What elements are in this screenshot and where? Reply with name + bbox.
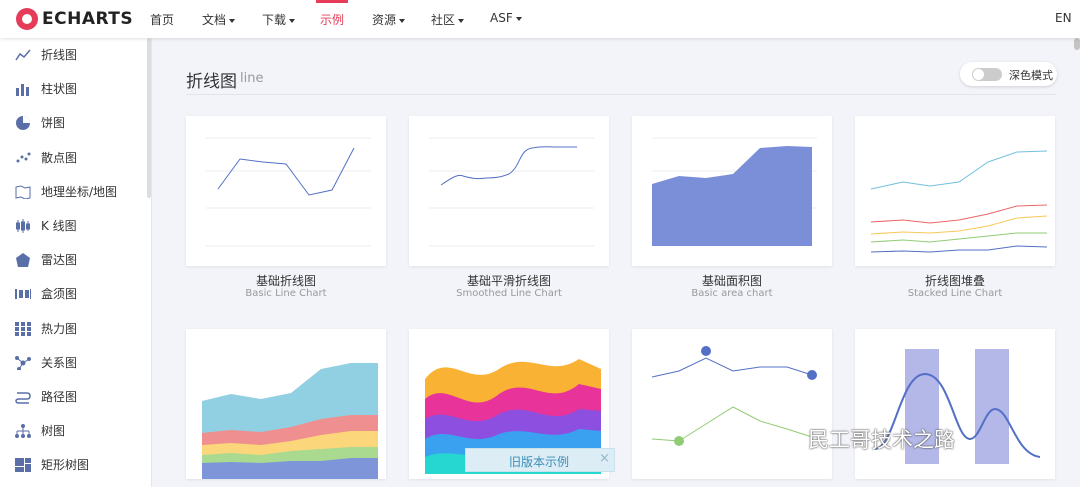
thumbnail <box>874 349 1041 464</box>
top-nav: ECHARTS 首页 文档 下载 示例 资源 社区 ASF EN <box>0 0 1080 38</box>
sidebar-icon[interactable] <box>15 321 31 336</box>
nav-label[interactable]: 资源 <box>372 13 397 27</box>
card-title[interactable]: 基础平滑折线图 <box>466 274 551 288</box>
dropdown-caret[interactable] <box>399 18 406 23</box>
sidebar-item[interactable]: K 线图 <box>41 219 77 233</box>
example-card[interactable] <box>409 116 609 266</box>
sidebar-icon[interactable] <box>15 184 31 200</box>
icon <box>15 321 31 336</box>
icon <box>16 116 30 131</box>
sidebar-item[interactable]: 矩形树图 <box>41 458 90 473</box>
sidebar: 折线图柱状图饼图散点图地理坐标/地图 K 线图雷达图盒须图热力图关系图路径图树图矩… <box>0 38 152 487</box>
sidebar-icon[interactable] <box>15 457 31 473</box>
icon <box>16 219 30 233</box>
divider <box>186 94 1056 95</box>
nav-label[interactable]: ASF <box>490 11 513 25</box>
icon <box>15 185 31 200</box>
card-title[interactable]: 基础折线图 <box>255 274 316 288</box>
icon <box>15 49 31 61</box>
logo-icon[interactable] <box>16 8 38 30</box>
page-scrollbar[interactable] <box>1074 38 1080 50</box>
sidebar-item[interactable]: 柱状图 <box>41 82 78 97</box>
sidebar-icon[interactable] <box>15 389 31 404</box>
sidebar-item[interactable]: 雷达图 <box>41 253 78 268</box>
sidebar-scrollbar[interactable] <box>147 38 151 198</box>
icon <box>15 289 31 300</box>
icon <box>15 392 31 404</box>
icon <box>15 458 31 473</box>
sidebar-item[interactable]: 盒须图 <box>41 287 78 302</box>
sidebar-icon[interactable] <box>15 47 31 61</box>
example-card[interactable] <box>855 116 1055 266</box>
thumbnail <box>429 137 594 247</box>
nav-label[interactable]: 示例 <box>320 13 345 27</box>
nav-item[interactable]: 文档 <box>202 11 236 28</box>
example-card[interactable] <box>186 329 386 479</box>
nav-label[interactable]: 文档 <box>202 13 227 27</box>
dropdown-caret[interactable] <box>229 18 236 23</box>
sidebar-item[interactable]: 地理坐标/地图 <box>41 184 118 199</box>
thumbnail <box>651 346 817 446</box>
card-title[interactable]: 折线图堆叠 <box>924 274 985 288</box>
sidebar-icon[interactable] <box>15 150 31 164</box>
icon <box>16 84 29 97</box>
toggle-switch[interactable] <box>972 68 1002 81</box>
nav-item[interactable]: ASF <box>490 11 522 25</box>
icon <box>15 424 31 439</box>
sidebar-item[interactable]: 路径图 <box>41 390 78 404</box>
card-subtitle: Basic Line Chart <box>245 288 327 299</box>
thumbnail <box>652 137 817 246</box>
nav-label[interactable]: 社区 <box>431 13 456 27</box>
card-title[interactable]: 基础面积图 <box>701 274 762 288</box>
nav-item[interactable]: 首页 <box>150 11 174 28</box>
nav-item[interactable]: 示例 <box>315 0 349 28</box>
card-subtitle: Basic area chart <box>691 288 773 299</box>
section-subtitle: line <box>240 71 264 86</box>
sidebar-icon[interactable] <box>15 115 31 131</box>
banner-text[interactable]: 旧版本示例 <box>509 455 570 469</box>
old-version-banner[interactable]: 旧版本示例 × <box>465 448 615 472</box>
nav-item[interactable]: 社区 <box>431 11 465 28</box>
dropdown-caret[interactable] <box>515 16 522 21</box>
icon <box>16 152 31 163</box>
watermark: 民工哥技术之路 <box>808 428 955 452</box>
dropdown-caret[interactable] <box>289 18 296 23</box>
icon <box>16 253 30 268</box>
thumbnail <box>202 363 378 479</box>
nav-label[interactable]: 首页 <box>150 13 175 27</box>
sidebar-item[interactable]: 饼图 <box>41 116 66 131</box>
sidebar-icon[interactable] <box>15 286 31 300</box>
dropdown-caret[interactable] <box>458 18 465 23</box>
section-title: 折线图 <box>186 72 237 92</box>
example-card[interactable] <box>186 116 386 266</box>
toggle-label: 深色模式 <box>1009 69 1053 82</box>
sidebar-item[interactable]: 折线图 <box>41 48 78 62</box>
nav-item[interactable]: 资源 <box>372 11 406 28</box>
sidebar-icon[interactable] <box>15 252 31 268</box>
sidebar-icon[interactable] <box>15 423 31 439</box>
example-card[interactable] <box>855 329 1055 479</box>
sidebar-item[interactable]: 热力图 <box>41 321 78 336</box>
example-card[interactable] <box>632 329 832 479</box>
thumbnail <box>206 137 371 247</box>
sidebar-item[interactable]: 树图 <box>41 424 66 439</box>
example-card[interactable] <box>632 116 832 266</box>
sidebar-icon[interactable] <box>15 81 31 97</box>
sidebar-icon[interactable] <box>15 218 31 233</box>
nav-item[interactable]: 下载 <box>262 11 296 28</box>
sidebar-icon[interactable] <box>15 355 31 371</box>
dark-mode-toggle[interactable]: 深色模式 <box>960 62 1057 86</box>
card-subtitle: Stacked Line Chart <box>907 288 1003 299</box>
nav-label[interactable]: 下载 <box>262 13 287 27</box>
logo[interactable]: ECHARTS <box>42 9 134 29</box>
card-subtitle: Smoothed Line Chart <box>456 288 562 299</box>
sidebar-item[interactable]: 散点图 <box>41 150 78 165</box>
banner-close[interactable]: × <box>599 451 610 466</box>
language-switch[interactable]: EN <box>1055 11 1072 25</box>
thumbnail <box>870 150 1048 253</box>
icon <box>15 355 31 371</box>
sidebar-item[interactable]: 关系图 <box>41 355 78 370</box>
